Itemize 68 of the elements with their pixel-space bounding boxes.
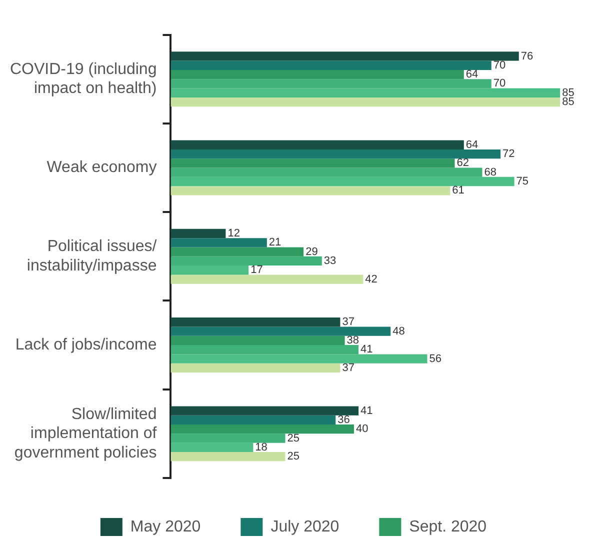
data-label: 25 xyxy=(287,432,300,444)
bar xyxy=(170,354,428,364)
bar xyxy=(170,415,336,425)
bar xyxy=(170,60,492,70)
bar xyxy=(170,434,286,443)
data-label: 76 xyxy=(520,50,534,62)
bar xyxy=(170,79,492,88)
data-label: 36 xyxy=(338,414,350,426)
data-label: 72 xyxy=(502,148,515,160)
data-label: 37 xyxy=(342,362,354,374)
bar xyxy=(170,247,304,256)
bar xyxy=(170,52,519,61)
bar xyxy=(170,442,254,452)
bar xyxy=(170,336,345,346)
bar xyxy=(170,256,322,266)
data-label: 17 xyxy=(250,264,263,276)
data-label: 61 xyxy=(452,184,464,197)
data-label: 18 xyxy=(255,441,268,454)
data-label: 85 xyxy=(562,96,574,108)
bar xyxy=(170,149,501,159)
bar xyxy=(170,97,560,107)
bar xyxy=(170,406,359,416)
bar xyxy=(170,88,560,98)
y-tick-label: Political issues/ instability/impasse xyxy=(26,238,158,274)
bar xyxy=(170,168,482,177)
bar xyxy=(170,70,464,80)
data-label: 29 xyxy=(306,246,318,258)
data-label: 12 xyxy=(228,228,240,240)
bar xyxy=(170,274,364,284)
data-label: 48 xyxy=(392,325,405,338)
bar xyxy=(170,452,286,462)
data-label: 70 xyxy=(493,78,506,90)
data-label: 64 xyxy=(466,138,478,151)
bar xyxy=(170,186,450,196)
legend-label: May 2020 xyxy=(130,518,201,536)
data-label: 21 xyxy=(268,236,282,249)
bar xyxy=(170,238,267,248)
bar xyxy=(170,424,354,434)
data-label: 56 xyxy=(429,352,442,365)
data-label: 62 xyxy=(456,157,469,170)
data-label: 70 xyxy=(493,59,506,72)
data-label: 41 xyxy=(360,344,373,356)
data-label: 75 xyxy=(516,176,529,188)
bar xyxy=(170,266,249,275)
data-label: 68 xyxy=(484,166,496,178)
y-tick-label: Slow/limited implementation of government policies xyxy=(14,406,158,462)
data-label: 38 xyxy=(346,334,360,346)
data-label: 25 xyxy=(287,450,300,463)
bar xyxy=(170,228,226,238)
data-label: 33 xyxy=(324,255,336,268)
data-label: 64 xyxy=(466,68,478,81)
y-tick-label: Lack of jobs/income xyxy=(15,336,157,354)
bar xyxy=(170,345,359,354)
y-tick-label: Weak economy xyxy=(46,159,157,176)
bar xyxy=(170,363,340,373)
bar xyxy=(170,176,514,186)
legend-label: Sept. 2020 xyxy=(409,518,487,536)
legend-label: July 2020 xyxy=(270,518,340,536)
bar xyxy=(170,140,464,150)
data-label: 42 xyxy=(365,273,378,286)
data-label: 41 xyxy=(360,404,373,417)
y-tick-label: COVID-19 (including impact on health) xyxy=(10,60,157,98)
bar xyxy=(170,326,391,336)
bar xyxy=(170,318,340,327)
data-label: 40 xyxy=(356,423,368,436)
data-label: 85 xyxy=(562,86,574,99)
bar xyxy=(170,158,455,168)
data-label: 37 xyxy=(342,316,354,328)
